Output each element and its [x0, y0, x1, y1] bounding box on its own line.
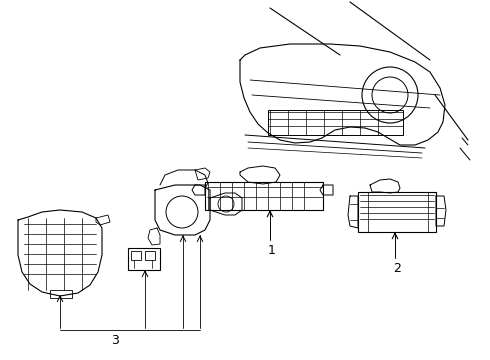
- Bar: [205, 182, 323, 210]
- Text: 2: 2: [393, 262, 401, 275]
- Text: 1: 1: [268, 244, 276, 257]
- Bar: [131, 251, 141, 260]
- Text: 3: 3: [111, 334, 119, 347]
- Bar: [128, 248, 160, 270]
- Bar: [358, 192, 436, 232]
- Bar: [50, 290, 72, 298]
- Bar: [145, 251, 155, 260]
- Bar: [268, 110, 403, 135]
